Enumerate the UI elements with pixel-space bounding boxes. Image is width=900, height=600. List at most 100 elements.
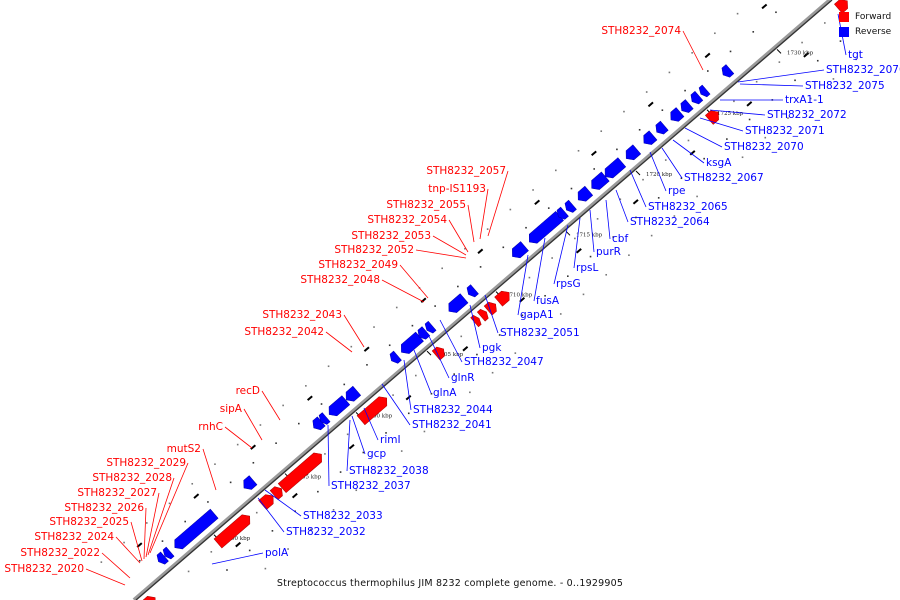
reverse-gene-body <box>528 210 564 244</box>
guide-dash <box>405 394 412 401</box>
tick-label: 1710 kbp <box>506 293 533 299</box>
guide-dot <box>310 528 312 531</box>
guide-dot <box>638 128 641 131</box>
reverse-gene-body <box>318 412 331 425</box>
reverse-leader-line <box>533 237 546 302</box>
legend-forward-label: Forward <box>855 11 892 22</box>
guide-dot <box>616 148 618 151</box>
reverse-gene-label: STH8232_2047 <box>464 356 544 368</box>
reverse-gene-label: STH8232_2041 <box>412 419 492 431</box>
guide-dot <box>816 59 819 62</box>
forward-gene-body <box>134 596 156 600</box>
guide-dot <box>229 481 232 484</box>
reverse-gene <box>162 546 175 560</box>
guide-dot <box>577 149 580 152</box>
guide-dot <box>537 332 539 335</box>
guide-dot <box>453 373 456 375</box>
reverse-leader-line <box>737 69 825 83</box>
guide-dot <box>839 40 842 42</box>
tick-label: 1730 kbp <box>787 50 814 56</box>
guide-dot <box>589 255 592 258</box>
guide-dot <box>294 510 296 513</box>
guide-dot <box>469 391 471 394</box>
guide-dash <box>647 101 654 108</box>
reverse-leader-line <box>327 424 330 487</box>
guide-dot <box>775 11 777 14</box>
guide-dash <box>689 150 696 156</box>
forward-gene-label: STH8232_2043 <box>262 309 342 321</box>
forward-gene-label: STH8232_2052 <box>334 244 414 256</box>
reverse-gene-body <box>156 551 169 565</box>
reverse-leader-line <box>469 304 481 349</box>
guide-dot <box>752 31 755 33</box>
reverse-gene-body <box>424 320 437 334</box>
reverse-leader-line <box>427 333 450 379</box>
guide-dot <box>252 461 255 464</box>
forward-gene-label: STH8232_2054 <box>367 214 447 226</box>
reverse-leader-line <box>439 319 463 363</box>
guide-dot <box>184 520 186 523</box>
forward-gene-body <box>258 494 274 510</box>
reverse-leader-line <box>605 199 611 240</box>
guide-dot <box>434 305 436 307</box>
guide-dot <box>271 530 274 532</box>
reverse-gene-body <box>401 331 424 354</box>
reverse-leader-line <box>589 209 595 253</box>
reverse-gene <box>174 508 219 550</box>
reverse-gene <box>466 284 479 298</box>
guide-dot <box>741 156 744 159</box>
forward-leader-line <box>261 390 281 421</box>
guide-dot <box>525 226 527 229</box>
forward-gene-label: recD <box>236 385 260 397</box>
guide-dot <box>726 138 728 140</box>
guide-dash <box>235 541 242 548</box>
forward-leader-line <box>115 536 141 564</box>
reverse-gene <box>512 241 529 259</box>
forward-gene-body <box>213 514 251 549</box>
tick-mark <box>635 170 641 176</box>
guide-dot <box>275 442 277 444</box>
reverse-gene <box>655 120 669 135</box>
tick-label: 1705 kbp <box>437 352 464 358</box>
backbone <box>132 0 832 600</box>
guide-dot <box>778 61 781 63</box>
forward-gene-label: STH8232_2024 <box>34 531 114 543</box>
guide-dot <box>407 412 410 415</box>
reverse-leader-line <box>573 217 581 269</box>
guide-dot <box>600 130 603 132</box>
reverse-gene-body <box>698 84 711 98</box>
backbone-edge <box>135 0 833 600</box>
guide-dot <box>605 273 608 276</box>
forward-leader-line <box>243 408 263 441</box>
guide-dot <box>628 254 630 256</box>
forward-gene <box>476 308 489 322</box>
guide-dot <box>145 522 148 524</box>
forward-leader-line <box>224 426 253 449</box>
reverse-leader-line <box>403 359 412 411</box>
guide-dot <box>687 139 690 142</box>
guide-dash <box>761 3 768 10</box>
reverse-gene <box>401 331 424 354</box>
forward-gene-body <box>476 308 489 322</box>
forward-gene-label: tnp-IS1193 <box>428 183 486 195</box>
reverse-gene-body <box>604 157 627 179</box>
guide-dash <box>534 199 541 206</box>
guide-dot <box>460 335 463 338</box>
guide-dot <box>161 540 164 542</box>
guide-dot <box>664 159 667 161</box>
guide-dot <box>191 482 194 485</box>
guide-dot <box>824 22 826 24</box>
reverse-gene-body <box>448 293 469 313</box>
forward-gene-label: STH8232_2042 <box>244 326 324 338</box>
guide-dot <box>596 218 599 220</box>
reverse-leader-line <box>629 169 647 208</box>
forward-leader-line <box>149 462 189 554</box>
guide-dash <box>591 150 597 157</box>
guide-dot <box>259 424 262 426</box>
guide-dot <box>395 306 398 309</box>
guide-dot <box>755 80 758 83</box>
reverse-gene-label: rpe <box>668 185 685 197</box>
guide-dot <box>680 177 683 180</box>
reverse-gene-body <box>721 64 735 78</box>
